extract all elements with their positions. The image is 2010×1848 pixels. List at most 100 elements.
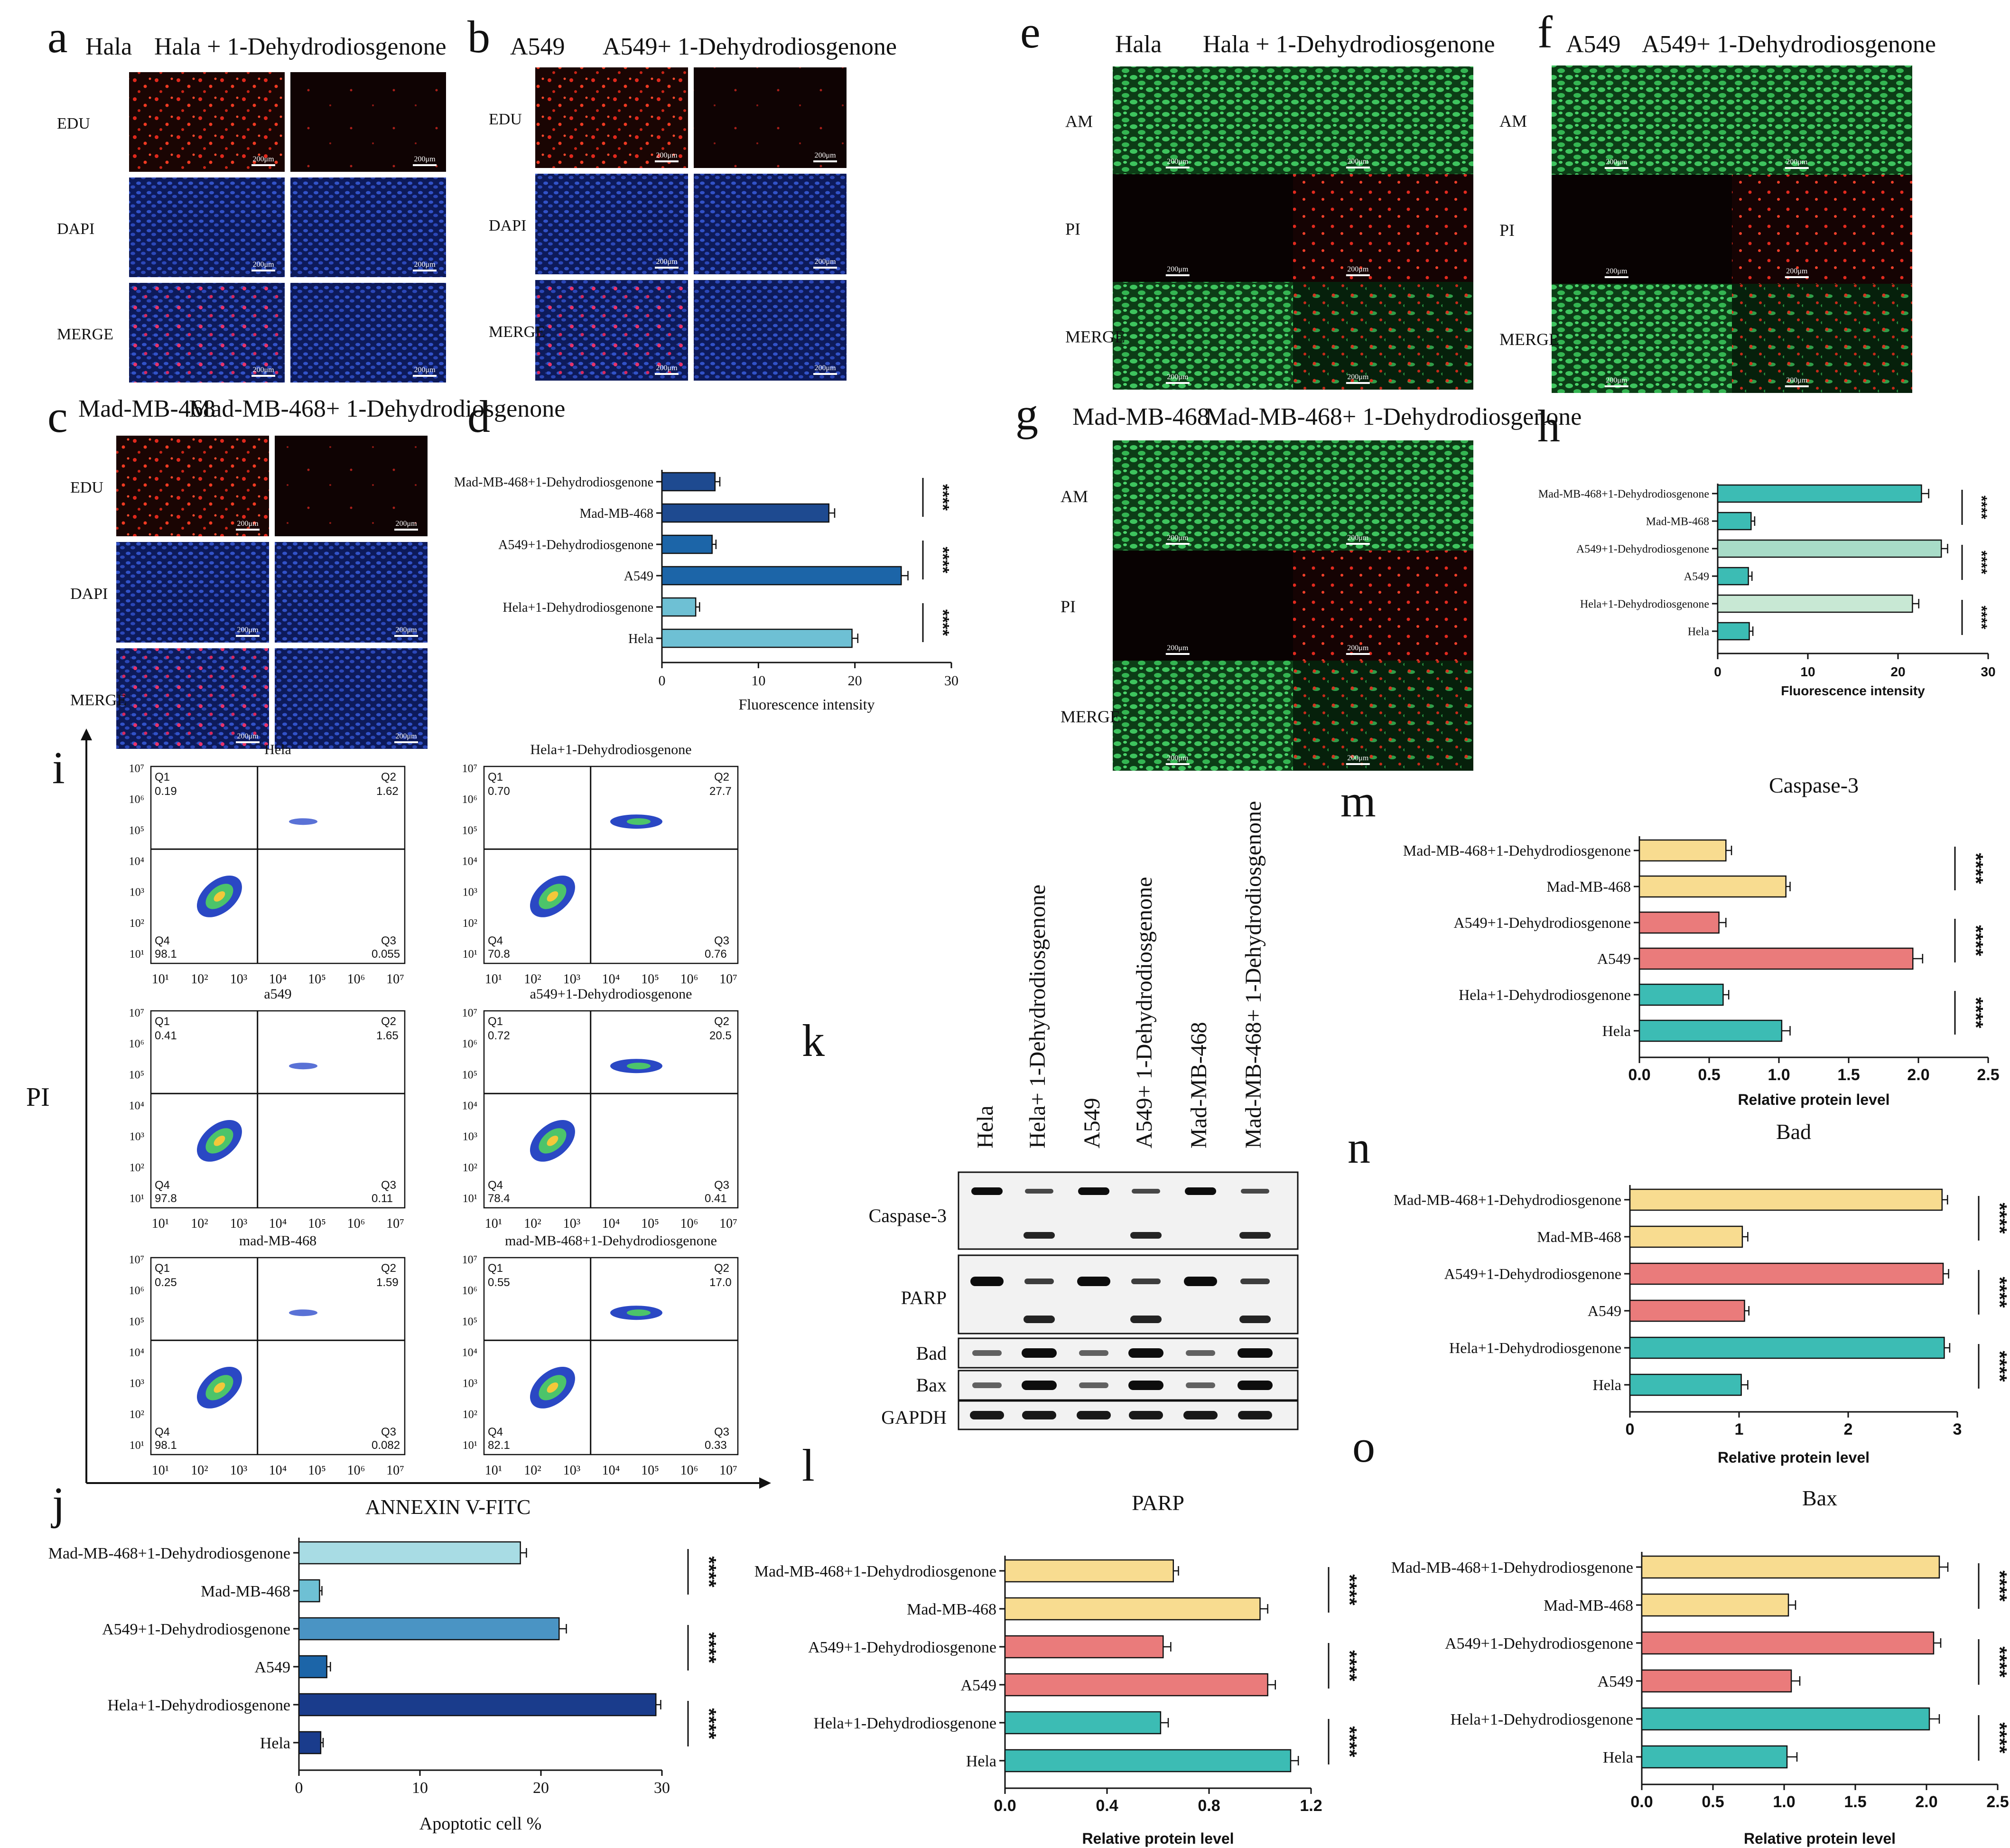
blot-band [972,1350,1002,1356]
panel-b-image [535,174,688,274]
flow-y-tick: 10¹ [130,1193,144,1205]
flow-x-tick: 10² [191,972,208,987]
quadrant-q4-name: Q4 [155,934,170,947]
chart-bar [1638,911,1720,934]
blot-lane-label: Mad-MB-468 [1186,1022,1211,1148]
chart-category-label: Hela [628,632,653,646]
flow-y-tick: 10⁴ [462,1347,477,1359]
chart-bar [1629,1299,1745,1322]
panel-letter-i: i [52,742,65,793]
chart-x-tick-label: 3 [1953,1420,1962,1438]
quadrant-q3-name: Q3 [381,1426,396,1438]
blot-band [971,1187,1003,1195]
chart-bar [298,1731,322,1755]
chart-bar [1641,1669,1792,1693]
quadrant-q1-name: Q1 [155,771,170,784]
panel-f-label-left: A549 [1566,31,1621,58]
significance-stars: **** [933,609,953,636]
chart-x-axis-label: Fluorescence intensity [738,696,875,713]
blot-band [1183,1411,1218,1419]
quadrant-q1-name: Q1 [488,1015,503,1028]
chart-h: 0 10 20 30 Fluorescence intensity Mad-MB-468+… [1538,484,1996,698]
flow-plot-title: a549 [264,986,291,1002]
scale-bar-label: 200μm [656,151,678,159]
flow-y-tick: 10³ [463,1378,477,1390]
blot-band [1024,1279,1054,1284]
panel-a-label-right: Hala + 1-Dehydrodiosgenone [154,33,447,60]
quadrant-q1-value: 0.25 [155,1276,177,1289]
chart-bar [661,566,902,586]
chart-category-label: Mad-MB-468 [1646,515,1709,528]
blot-band [1130,1316,1162,1323]
scale-bar-label: 200μm [252,366,274,374]
flow-x-tick: 10⁴ [269,1216,287,1231]
scale-bar-label: 200μm [1347,158,1369,166]
chart-bar [1638,839,1727,862]
chart-x-axis-label: Apoptotic cell % [419,1814,541,1834]
chart-m: Caspase-3 0.0 0.5 1.0 1.5 2.0 2.5 Relative prot… [1403,773,2000,1108]
panel-letter-g: g [1015,389,1038,439]
chart-bar [1629,1188,1943,1211]
flow-x-tick: 10¹ [485,972,502,987]
flow-y-tick: 10⁴ [129,1347,144,1359]
blot-lane-label: Mad-MB-468+ 1-Dehydrodiosgenone [1241,801,1266,1148]
flow-x-tick: 10³ [563,1463,580,1478]
chart-category-label: A549 [1588,1302,1621,1319]
panel-e-image [1113,174,1293,282]
scale-bar-label: 200μm [1347,754,1369,762]
flow-x-tick: 10³ [230,1216,247,1231]
flow-plot-title: Hela [264,742,291,757]
flow-y-tick: 10⁶ [462,793,477,806]
panel-b-row-merge: MERGE [489,323,545,341]
chart-bar [1638,947,1914,970]
flow-plot-frame [150,1010,406,1209]
flow-x-tick: 10⁷ [386,1463,404,1478]
flow-y-tick: 10¹ [463,1193,477,1205]
chart-x-tick-label: 10 [751,673,765,689]
scale-bar-label: 200μm [814,258,836,266]
scale-bar-label: 200μm [237,520,259,528]
flow-x-tick: 10⁵ [641,1463,659,1478]
blot-band [1239,1232,1271,1239]
panel-c-row-dapi: DAPI [70,585,108,603]
panel-a-image [290,72,446,172]
chart-x-tick-label: 1.2 [1300,1797,1322,1815]
chart-bar [1004,1635,1164,1659]
chart-category-label: Hela [1602,1022,1631,1039]
significance-stars: **** [1973,495,1990,519]
chart-bar [1638,875,1787,898]
panel-b-image [535,67,688,168]
chart-category-label: Mad-MB-468 [1546,878,1631,895]
quadrant-q4-value: 98.1 [155,1439,177,1452]
blot-band [1024,1232,1055,1239]
quadrant-q2-name: Q2 [714,771,729,784]
flow-plot-frame [483,765,739,964]
chart-category-label: Mad-MB-468 [579,506,653,521]
chart-category-label: Hela+1-Dehydrodiosgenone [1449,1339,1621,1356]
apoptotic-population-core [627,1063,651,1070]
chart-bar [1641,1631,1935,1655]
quadrant-q4-name: Q4 [155,1179,170,1192]
quadrant-q3-name: Q3 [381,1179,396,1192]
chart-category-label: A549+1-Dehydrodiosgenone [498,538,653,552]
flow-y-tick: 10⁷ [129,1254,144,1266]
chart-category-label: A549 [624,569,653,584]
panel-c-image [275,648,428,749]
flow-y-tick: 10⁵ [462,1316,477,1328]
flow-y-tick: 10⁶ [462,1038,477,1050]
chart-x-tick-label: 0 [1714,664,1722,679]
flow-y-tick: 10⁶ [129,1285,144,1297]
chart-bar [661,534,713,554]
scale-bar-label: 200μm [656,258,678,266]
chart-category-label: A549+1-Dehydrodiosgenone [102,1621,290,1638]
flow-x-tick: 10¹ [152,972,169,987]
chart-category-label: Hela+1-Dehydrodiosgenone [1459,986,1631,1003]
flow-y-tick: 10⁷ [462,1007,477,1019]
scale-bar-label: 200μm [237,732,259,740]
chart-n: Bad 0 1 2 3 Relative protein level Mad-MB-468+… [1394,1120,2010,1466]
chart-bar [1629,1373,1742,1396]
chart-bar [661,472,716,492]
blot-band [1241,1189,1269,1194]
chart-m-title: Caspase-3 [1769,773,1859,797]
